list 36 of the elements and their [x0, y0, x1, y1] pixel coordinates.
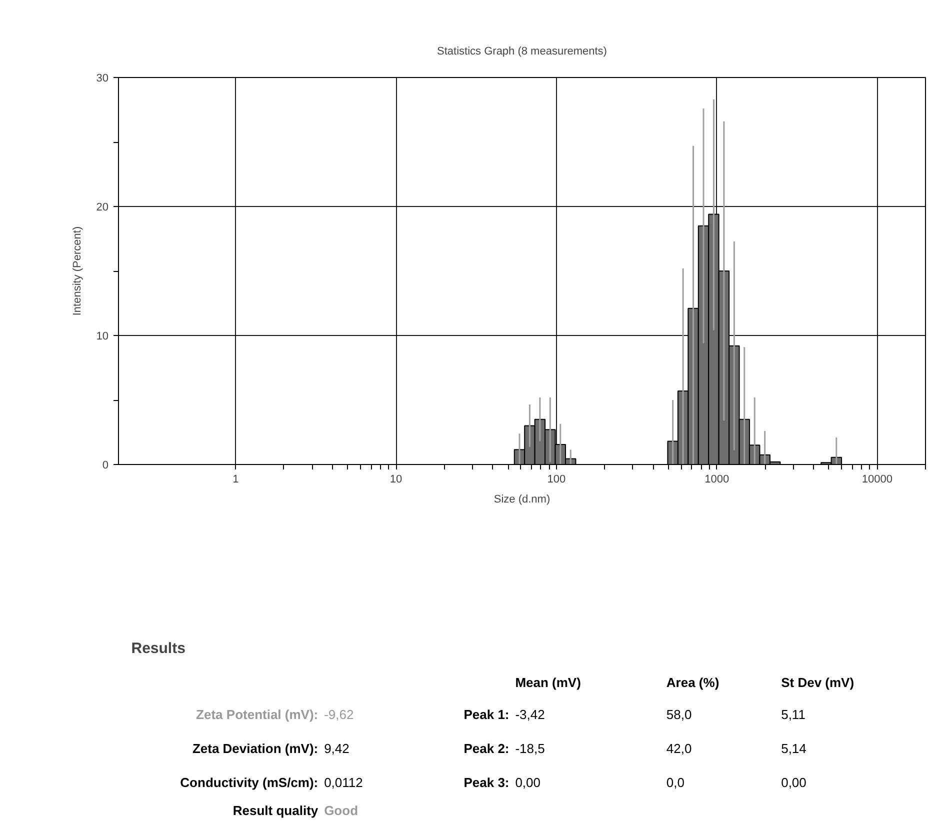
- text: Zeta Potential (mV):: [196, 707, 318, 722]
- text: -18,5: [515, 741, 545, 756]
- chart-title: Statistics Graph (8 measurements): [437, 46, 607, 58]
- text: 9,42: [324, 741, 350, 756]
- text: 5,11: [781, 707, 806, 722]
- text: Peak 1:: [464, 707, 510, 722]
- y-tick-label: 0: [102, 460, 109, 472]
- text: -9,62: [324, 707, 354, 722]
- text: 58,0: [666, 707, 692, 722]
- x-tick-label: 1: [232, 474, 239, 486]
- text: St Dev (mV): [781, 675, 854, 690]
- x-axis-title: Size (d.nm): [494, 494, 550, 506]
- text: -3,42: [515, 707, 545, 722]
- y-tick-label: 30: [96, 72, 109, 84]
- text: 0,0: [666, 775, 684, 790]
- text: Mean (mV): [515, 675, 581, 690]
- x-tick-label: 10: [390, 474, 402, 486]
- text: 0,0112: [324, 775, 363, 790]
- text: 42,0: [666, 741, 692, 756]
- text: Good: [324, 803, 358, 818]
- text: 5,14: [781, 741, 806, 756]
- y-tick-label: 20: [96, 202, 109, 214]
- x-tick-label: 100: [547, 474, 566, 486]
- text: 0,00: [781, 775, 806, 790]
- text: Peak 2:: [464, 741, 510, 756]
- x-tick-label: 10000: [862, 474, 893, 486]
- x-tick-label: 1000: [704, 474, 730, 486]
- text: Zeta Deviation (mV):: [192, 741, 318, 756]
- text: Results: [131, 640, 186, 657]
- text: Conductivity (mS/cm):: [180, 775, 318, 790]
- text: Peak 3:: [464, 775, 510, 790]
- text: Area (%): [666, 675, 720, 690]
- text: 0,00: [515, 775, 541, 790]
- text: Result quality: [232, 803, 319, 818]
- y-axis-title: Intensity (Percent): [71, 226, 84, 316]
- y-tick-label: 10: [96, 330, 109, 342]
